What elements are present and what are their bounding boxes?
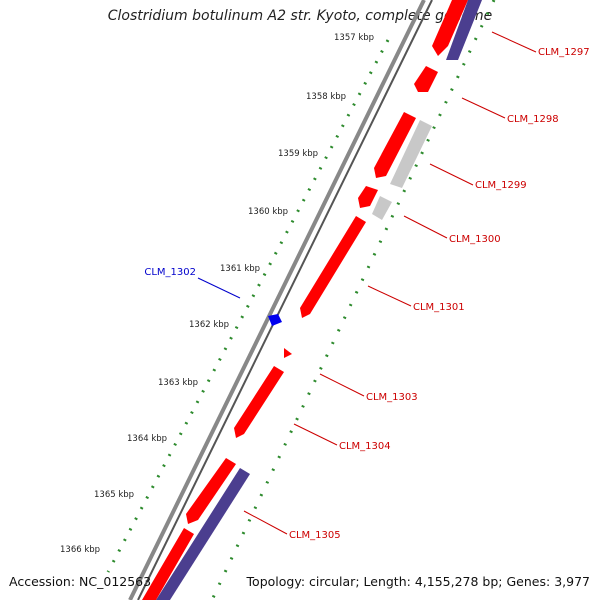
scale-tick-label: 1361 kbp bbox=[220, 264, 260, 274]
accession-value: NC_012563 bbox=[79, 574, 152, 589]
backbone-inner bbox=[137, 0, 433, 600]
summary-footer: Topology: circular; Length: 4,155,278 bp… bbox=[246, 574, 590, 589]
inner-tick-track bbox=[210, 0, 496, 600]
scale-tick-label: 1366 kbp bbox=[60, 545, 100, 555]
gene-clm-1297-arrow bbox=[432, 0, 468, 56]
backbone-outer bbox=[128, 0, 426, 600]
scale-ticks: 1357 kbp 1358 kbp 1359 kbp 1360 kbp 1361 kbp… bbox=[60, 33, 374, 555]
gene-labels: CLM_1297 CLM_1298 CLM_1299 CLM_1300 CLM_1301… bbox=[144, 31, 590, 541]
gene-label[interactable]: CLM_1298 bbox=[507, 114, 559, 125]
gene-label[interactable]: CLM_1300 bbox=[449, 234, 501, 245]
gene-clm-1301-arrow bbox=[300, 216, 366, 318]
gene-label[interactable]: CLM_1305 bbox=[289, 530, 341, 541]
topology-label: Topology: bbox=[246, 574, 306, 589]
scale-tick-label: 1364 kbp bbox=[127, 434, 167, 444]
gene-label[interactable]: CLM_1301 bbox=[413, 302, 465, 313]
map-title: Clostridium botulinum A2 str. Kyoto, com… bbox=[107, 8, 493, 24]
outer-tick-track bbox=[106, 39, 390, 573]
scale-tick-label: 1365 kbp bbox=[94, 490, 134, 500]
gene-label-leader bbox=[197, 277, 241, 299]
scale-tick-label: 1362 kbp bbox=[189, 320, 229, 330]
gene-clm-1303-arrow bbox=[284, 348, 292, 358]
scale-tick-label: 1360 kbp bbox=[248, 207, 288, 217]
gene-label-leader bbox=[293, 423, 338, 446]
scale-tick-label: 1358 kbp bbox=[306, 92, 346, 102]
scale-tick-label: 1357 kbp bbox=[334, 33, 374, 43]
gene-label-leader bbox=[243, 510, 288, 535]
gene-clm-1306-arrow bbox=[142, 528, 194, 600]
gene-label-leader bbox=[491, 31, 537, 53]
gene-label[interactable]: CLM_1302 bbox=[144, 267, 196, 278]
gene-label[interactable]: CLM_1304 bbox=[339, 441, 391, 452]
operon-band-bottom bbox=[156, 468, 250, 600]
scale-tick-label: 1359 kbp bbox=[278, 149, 318, 159]
gene-clm-1302-arrow bbox=[268, 314, 282, 326]
gene-label-leader bbox=[319, 373, 365, 397]
gene-label[interactable]: CLM_1299 bbox=[475, 180, 527, 191]
gene-clm-1304-arrow bbox=[234, 366, 284, 438]
gene-clm-1300-arrow bbox=[358, 186, 378, 208]
gene-clm-1298-arrow bbox=[414, 66, 438, 92]
genes-label: Genes: bbox=[506, 574, 551, 589]
operon-band-top bbox=[446, 0, 482, 60]
accession-label: Accession: bbox=[9, 574, 76, 589]
gene-label[interactable]: CLM_1303 bbox=[366, 392, 418, 403]
length-label: Length: bbox=[363, 574, 411, 589]
genes-value: 3,977 bbox=[554, 574, 590, 589]
gene-label[interactable]: CLM_1297 bbox=[538, 47, 590, 58]
length-value: 4,155,278 bp bbox=[414, 574, 499, 589]
gene-clm-1299-arrow bbox=[374, 112, 416, 178]
gene-clm-1305-arrow bbox=[186, 458, 236, 524]
accession-footer: Accession: NC_012563 bbox=[9, 574, 151, 589]
gene-clm-1300-other bbox=[372, 196, 392, 220]
scale-tick-label: 1363 kbp bbox=[158, 378, 198, 388]
gene-label-leader bbox=[461, 97, 506, 119]
gene-clm-1299-other bbox=[390, 120, 432, 188]
gene-label-leader bbox=[403, 215, 448, 239]
topology-value: circular bbox=[309, 574, 356, 589]
gene-label-leader bbox=[367, 285, 412, 307]
gene-label-leader bbox=[429, 163, 474, 186]
